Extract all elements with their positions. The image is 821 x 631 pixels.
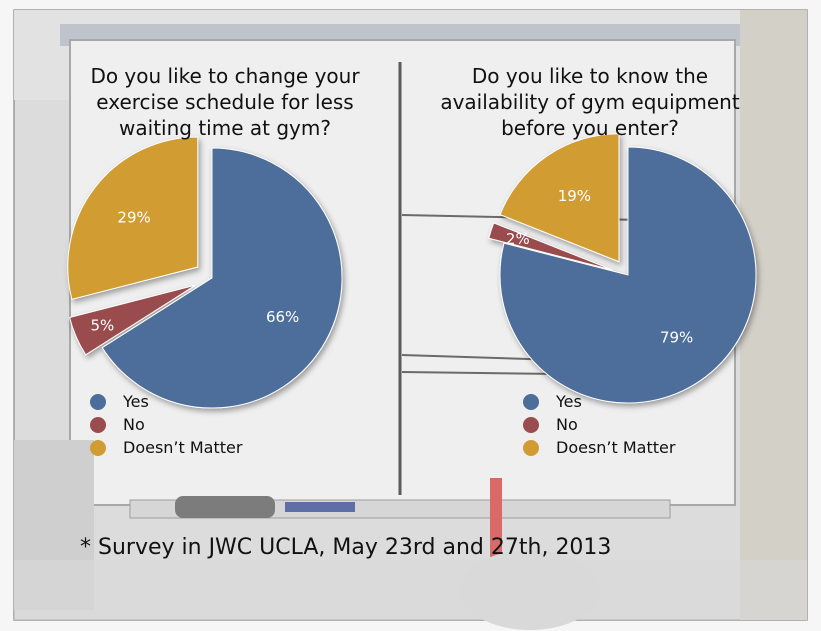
chart-title-equipment-availability: Do you like to know the availability of … [440, 64, 740, 140]
legend-swatch-doesnt-matter [90, 439, 106, 456]
legend-label-yes: Yes [556, 392, 582, 411]
pie-chart-exercise-schedule: 66% 5% 29% [67, 136, 343, 409]
legend-item-no: No [90, 413, 242, 436]
pie-slice-yes [101, 147, 343, 409]
pie-slice-doesn-t-matter [67, 136, 199, 300]
legend-swatch-doesnt-matter [523, 439, 539, 456]
pie-slice-yes [499, 146, 757, 404]
legend-item-no: No [523, 413, 675, 436]
survey-footnote: * Survey in JWC UCLA, May 23rd and 27th,… [80, 535, 612, 560]
chart-title-exercise-schedule: Do you like to change your exercise sche… [90, 64, 360, 140]
legend-swatch-yes [90, 393, 106, 410]
pie-slice-no [68, 284, 196, 356]
pie-slice-no [488, 222, 613, 271]
pie-slice-doesn-t-matter [499, 133, 620, 263]
pie-label-doesn-t-matter: 29% [117, 209, 150, 227]
pie-chart-equipment-availability: 79% 2% 19% [488, 133, 757, 404]
pie-label-no: 5% [91, 316, 115, 334]
legend-label-no: No [556, 415, 578, 434]
legend-label-doesnt-matter: Doesn’t Matter [556, 438, 676, 457]
legend-swatch-yes [523, 393, 539, 410]
legend-label-yes: Yes [123, 392, 149, 411]
legend-label-no: No [123, 415, 145, 434]
pie-label-no: 2% [506, 230, 530, 248]
legend-label-doesnt-matter: Doesn’t Matter [123, 438, 243, 457]
legend-item-yes: Yes [523, 390, 675, 413]
legend-item-doesnt-matter: Doesn’t Matter [90, 436, 242, 459]
legend-swatch-no [523, 416, 539, 433]
pie-label-yes: 79% [660, 329, 693, 347]
pie-label-doesn-t-matter: 19% [558, 187, 591, 205]
pie-label-yes: 66% [266, 308, 299, 326]
legend-item-doesnt-matter: Doesn’t Matter [523, 436, 675, 459]
legend-swatch-no [90, 416, 106, 433]
legend-equipment-availability: Yes No Doesn’t Matter [523, 390, 675, 459]
legend-exercise-schedule: Yes No Doesn’t Matter [90, 390, 242, 459]
legend-item-yes: Yes [90, 390, 242, 413]
